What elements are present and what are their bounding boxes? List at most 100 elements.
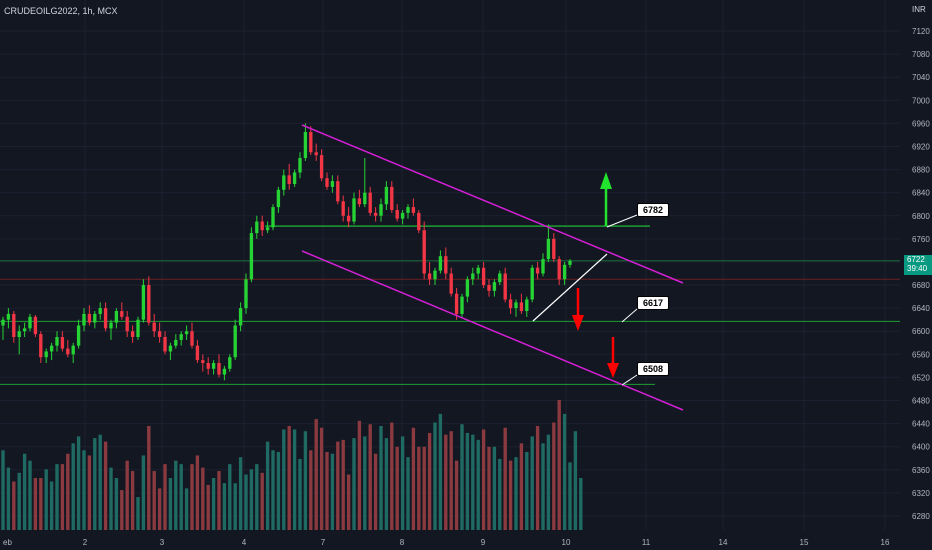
x-axis: eb 2 3 4 7 8 9 10 11 14 15 16 xyxy=(3,538,890,547)
volume-bar xyxy=(228,464,232,530)
y-tick-label: 6800 xyxy=(912,212,930,221)
volume-bar xyxy=(519,443,524,530)
candle xyxy=(454,287,459,320)
candle xyxy=(352,192,356,225)
y-tick-label: 6440 xyxy=(912,420,930,429)
last-price-tag: 6722 39:40 xyxy=(904,255,932,275)
volume-bar xyxy=(368,424,372,530)
volume-bar xyxy=(498,458,502,530)
volume-bar xyxy=(481,429,486,530)
candle xyxy=(530,264,534,303)
volume-bar xyxy=(514,457,518,530)
volume-bar xyxy=(55,464,59,530)
candle xyxy=(552,233,556,262)
y-tick-label: 6840 xyxy=(912,189,930,198)
candle xyxy=(411,198,416,216)
volume-bar xyxy=(130,471,135,530)
volume-bar xyxy=(141,455,146,530)
symbol-label[interactable]: CRUDEOILG2022, 1h, MCX xyxy=(4,6,118,16)
volume-bar xyxy=(17,472,21,530)
volume-bar xyxy=(546,434,551,530)
volume-bar xyxy=(120,490,124,530)
y-tick-label: 7120 xyxy=(912,27,930,36)
candle xyxy=(71,342,75,363)
candle xyxy=(255,215,259,239)
candle xyxy=(298,152,302,179)
y-tick-label: 6880 xyxy=(912,166,930,175)
currency-label: INR xyxy=(912,5,926,14)
candle xyxy=(39,331,43,363)
volume-bar xyxy=(66,453,70,530)
volume-bar xyxy=(114,478,119,530)
candle xyxy=(60,331,65,352)
arrow-down-head xyxy=(607,363,619,378)
candle xyxy=(417,209,421,234)
candle xyxy=(130,325,135,343)
x-tick-label: 16 xyxy=(881,538,890,547)
candle xyxy=(136,316,140,340)
candle xyxy=(400,209,405,225)
volume-bar xyxy=(195,455,200,530)
candle xyxy=(330,175,335,193)
volume-bar xyxy=(438,413,443,530)
candle xyxy=(487,279,491,297)
candle xyxy=(222,365,227,381)
candle xyxy=(17,325,21,355)
volume-bar xyxy=(271,450,275,530)
volume-bar xyxy=(157,488,162,530)
volume-bar xyxy=(109,467,113,530)
candle xyxy=(562,261,567,286)
x-tick-label: 7 xyxy=(321,538,326,547)
candle xyxy=(271,204,275,231)
candle xyxy=(109,319,113,340)
volume-bar xyxy=(222,483,227,530)
candle xyxy=(201,354,205,372)
candle xyxy=(465,276,470,303)
volume-bar xyxy=(336,441,340,530)
candle xyxy=(244,273,248,314)
volume-bar xyxy=(12,481,16,530)
arrow-down-head xyxy=(572,315,584,331)
volume-bar xyxy=(179,464,183,530)
volume-bar xyxy=(309,450,313,530)
volume-bar xyxy=(82,450,86,530)
callout-leader xyxy=(606,214,638,228)
candle xyxy=(206,357,210,375)
y-tick-label: 7000 xyxy=(912,96,930,105)
volume-bar xyxy=(174,460,178,530)
candle xyxy=(163,331,167,355)
candle xyxy=(449,267,453,297)
volume-bar xyxy=(454,460,459,530)
volume-bar xyxy=(28,460,32,530)
volume-bar xyxy=(541,443,545,530)
volume-bar xyxy=(379,426,383,530)
x-tick-label: 11 xyxy=(642,538,651,547)
candle xyxy=(406,204,410,219)
volume-bar xyxy=(60,464,65,530)
candle xyxy=(179,331,183,346)
volume-bars xyxy=(1,400,583,530)
candle xyxy=(49,342,54,361)
x-tick-label: 9 xyxy=(481,538,486,547)
volume-bar xyxy=(201,467,205,530)
volume-bar xyxy=(319,427,324,530)
callout-lower: 6508 xyxy=(637,362,670,376)
volume-bar xyxy=(503,427,507,530)
candle xyxy=(152,313,156,338)
volume-bar xyxy=(44,469,48,530)
y-tick-label: 6600 xyxy=(912,327,930,336)
volume-bar xyxy=(535,426,540,530)
candle xyxy=(341,195,345,222)
volume-bar xyxy=(530,436,534,530)
x-tick-label: 8 xyxy=(400,538,405,547)
candle xyxy=(141,279,146,323)
candle xyxy=(492,279,497,297)
candle xyxy=(287,163,291,190)
candle xyxy=(55,331,59,352)
callout-leader xyxy=(621,308,638,323)
candle xyxy=(22,322,27,338)
candle xyxy=(303,123,308,161)
y-tick-label: 6760 xyxy=(912,235,930,244)
volume-bar xyxy=(346,474,351,530)
